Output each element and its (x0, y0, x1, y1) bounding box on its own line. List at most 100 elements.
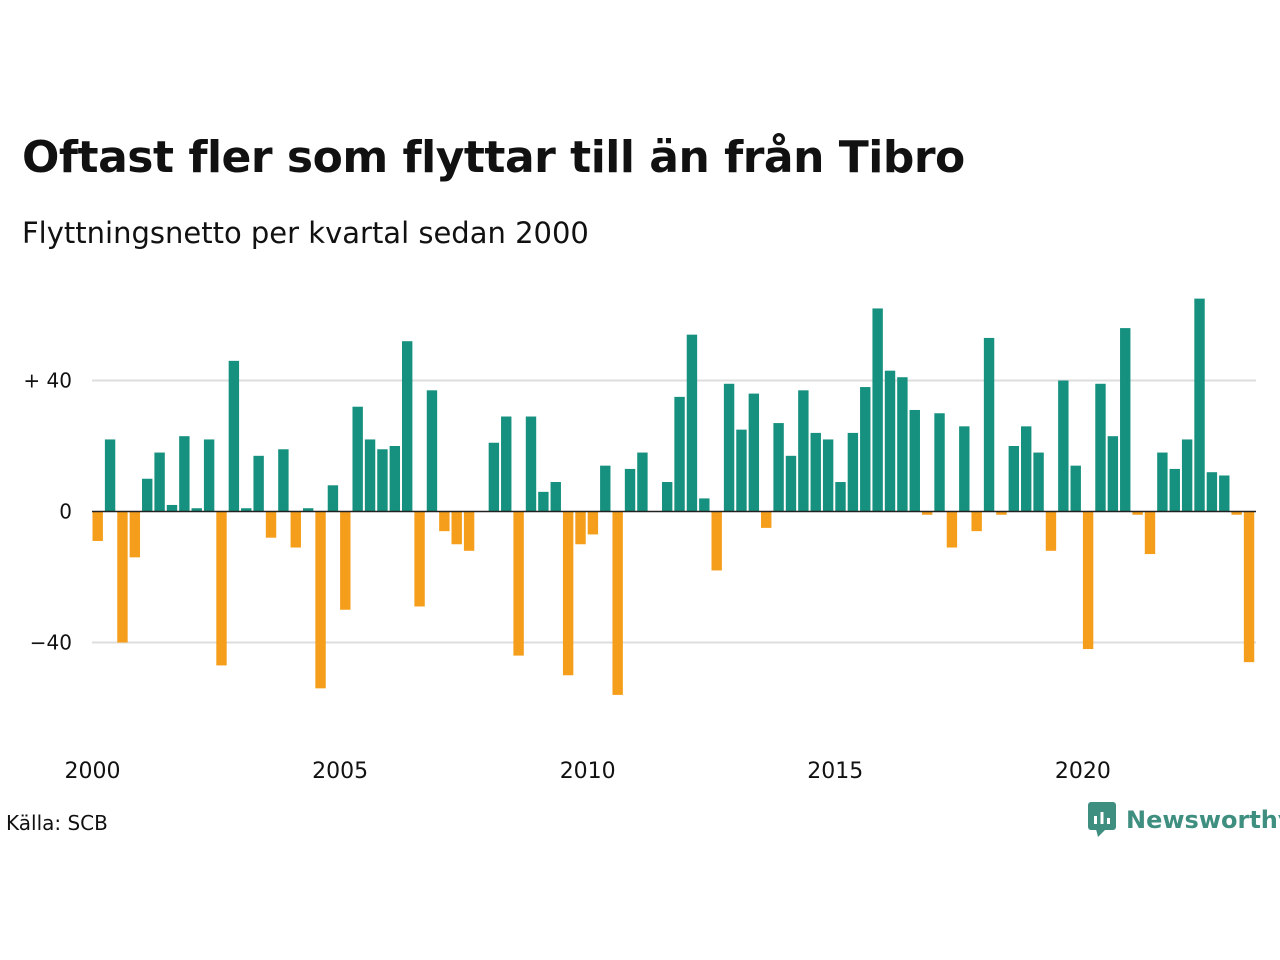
bar (117, 511, 128, 643)
bar (315, 511, 326, 689)
bar (835, 482, 846, 512)
bar (191, 508, 202, 512)
bar (513, 511, 524, 656)
bar (699, 498, 710, 512)
bar (711, 511, 722, 571)
bar (1206, 472, 1218, 512)
bar (686, 334, 698, 512)
y-tick-label: −40 (30, 631, 72, 655)
x-tick-label: 2020 (1055, 759, 1111, 784)
bar (860, 387, 871, 512)
bar (562, 511, 574, 676)
bar (674, 396, 685, 512)
bar (104, 439, 116, 512)
bar (525, 416, 537, 512)
bar (488, 442, 500, 512)
bar (1095, 383, 1106, 512)
bar (1144, 511, 1156, 555)
bar (364, 439, 376, 512)
bar (278, 449, 289, 512)
bar (154, 452, 165, 512)
bar (971, 511, 982, 532)
bar (1157, 452, 1168, 512)
bar (996, 511, 1007, 515)
chart-subtitle: Flyttningsnetto per kvartal sedan 2000 (22, 216, 589, 250)
newsworthy-logo-icon (1088, 802, 1116, 837)
bar (983, 337, 995, 512)
bar (340, 511, 351, 610)
bar (1021, 426, 1032, 512)
source-note: Källa: SCB (6, 811, 108, 835)
x-tick-label: 2000 (65, 759, 121, 784)
bar (872, 308, 883, 512)
bar (884, 370, 896, 512)
bar (142, 478, 153, 512)
bar (451, 511, 462, 545)
bar (550, 482, 561, 512)
bar (921, 511, 933, 515)
y-tick-label: 0 (59, 500, 72, 524)
bar (1181, 439, 1193, 512)
bar (377, 449, 388, 512)
bar (897, 377, 908, 512)
bar (1107, 436, 1119, 512)
bar (909, 409, 920, 512)
brand-logo: Newsworthy (1088, 800, 1280, 840)
bar (748, 393, 760, 512)
x-tick-label: 2010 (560, 759, 616, 784)
bar (241, 508, 252, 512)
bar (612, 511, 623, 695)
bar (624, 468, 636, 512)
axis-layer: + 40 0 −40 2000 2005 2010 2015 2020 (23, 369, 1256, 784)
bar (1219, 475, 1230, 512)
bar (822, 439, 834, 512)
bar (736, 429, 747, 512)
bar (1070, 465, 1081, 512)
bar (661, 482, 673, 512)
bar (402, 341, 413, 512)
bar (847, 432, 859, 512)
bar (1231, 511, 1242, 515)
bar (1120, 328, 1131, 512)
bar (934, 413, 945, 512)
bar (426, 390, 438, 512)
bar (166, 504, 178, 512)
y-tick-label: + 40 (23, 369, 72, 393)
bar (810, 432, 821, 512)
bar (1132, 511, 1143, 515)
bar (637, 452, 648, 512)
bar (946, 511, 958, 548)
bar (501, 416, 512, 512)
bar (203, 439, 215, 512)
bar (352, 406, 363, 512)
bar (1082, 511, 1094, 650)
bar (228, 360, 240, 512)
bar (773, 423, 784, 512)
bar (538, 491, 549, 512)
bar (1243, 511, 1255, 663)
bar (1194, 298, 1205, 512)
bar (92, 511, 103, 541)
chart-title: Oftast fler som flyttar till än från Tib… (22, 132, 965, 183)
bar (302, 508, 314, 512)
bar (587, 511, 599, 535)
bar (1058, 380, 1069, 512)
bar (265, 511, 277, 538)
bar (179, 436, 190, 512)
bars-layer (92, 298, 1255, 695)
bar (129, 511, 141, 558)
bar (785, 455, 797, 512)
bar (439, 511, 450, 532)
bar (216, 511, 227, 666)
bar (463, 511, 475, 551)
bar (389, 446, 401, 512)
x-tick-label: 2015 (807, 759, 863, 784)
bar (798, 390, 809, 512)
bar (1033, 452, 1044, 512)
brand-name: Newsworthy (1126, 806, 1280, 834)
bar (253, 455, 264, 512)
bar (575, 511, 586, 545)
x-tick-label: 2005 (312, 759, 368, 784)
bar (723, 383, 735, 512)
